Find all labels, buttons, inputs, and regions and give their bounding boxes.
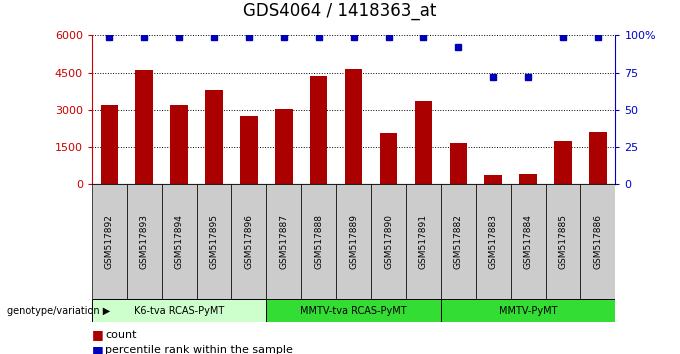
Bar: [520, 174, 537, 184]
Text: GSM517888: GSM517888: [314, 214, 323, 269]
FancyBboxPatch shape: [231, 184, 267, 299]
FancyBboxPatch shape: [545, 184, 581, 299]
Bar: [484, 175, 502, 184]
Bar: [275, 109, 292, 184]
FancyBboxPatch shape: [197, 184, 231, 299]
FancyBboxPatch shape: [406, 184, 441, 299]
Text: GSM517885: GSM517885: [558, 214, 568, 269]
Text: GSM517889: GSM517889: [349, 214, 358, 269]
FancyBboxPatch shape: [371, 184, 406, 299]
FancyBboxPatch shape: [126, 184, 162, 299]
Text: GSM517892: GSM517892: [105, 214, 114, 269]
Text: GSM517896: GSM517896: [244, 214, 254, 269]
FancyBboxPatch shape: [581, 184, 615, 299]
FancyBboxPatch shape: [476, 184, 511, 299]
Bar: [135, 70, 153, 184]
Text: GSM517882: GSM517882: [454, 214, 463, 269]
Bar: [554, 141, 572, 184]
Text: GSM517893: GSM517893: [139, 214, 149, 269]
Text: K6-tva RCAS-PyMT: K6-tva RCAS-PyMT: [134, 306, 224, 316]
Text: GSM517895: GSM517895: [209, 214, 218, 269]
FancyBboxPatch shape: [92, 184, 126, 299]
Text: GSM517883: GSM517883: [489, 214, 498, 269]
Text: count: count: [105, 330, 137, 339]
Text: MMTV-tva RCAS-PyMT: MMTV-tva RCAS-PyMT: [301, 306, 407, 316]
FancyBboxPatch shape: [162, 184, 197, 299]
FancyBboxPatch shape: [336, 184, 371, 299]
Text: GSM517890: GSM517890: [384, 214, 393, 269]
Text: ■: ■: [92, 328, 103, 341]
Text: GSM517894: GSM517894: [175, 214, 184, 269]
FancyBboxPatch shape: [511, 184, 545, 299]
FancyBboxPatch shape: [267, 184, 301, 299]
Bar: [415, 101, 432, 184]
Bar: [589, 132, 607, 184]
Bar: [205, 90, 222, 184]
Bar: [345, 69, 362, 184]
Bar: [170, 105, 188, 184]
FancyBboxPatch shape: [441, 184, 476, 299]
Bar: [240, 116, 258, 184]
Text: GSM517886: GSM517886: [594, 214, 602, 269]
Bar: [310, 76, 327, 184]
FancyBboxPatch shape: [92, 299, 267, 322]
Bar: [449, 143, 467, 184]
Text: percentile rank within the sample: percentile rank within the sample: [105, 346, 293, 354]
Text: MMTV-PyMT: MMTV-PyMT: [499, 306, 558, 316]
Text: GSM517887: GSM517887: [279, 214, 288, 269]
FancyBboxPatch shape: [267, 299, 441, 322]
Text: GSM517891: GSM517891: [419, 214, 428, 269]
FancyBboxPatch shape: [301, 184, 336, 299]
Text: ■: ■: [92, 344, 103, 354]
Bar: [101, 105, 118, 184]
Text: GSM517884: GSM517884: [524, 214, 532, 269]
FancyBboxPatch shape: [441, 299, 615, 322]
Text: GDS4064 / 1418363_at: GDS4064 / 1418363_at: [243, 2, 437, 20]
Bar: [379, 133, 397, 184]
Text: genotype/variation ▶: genotype/variation ▶: [7, 306, 110, 316]
